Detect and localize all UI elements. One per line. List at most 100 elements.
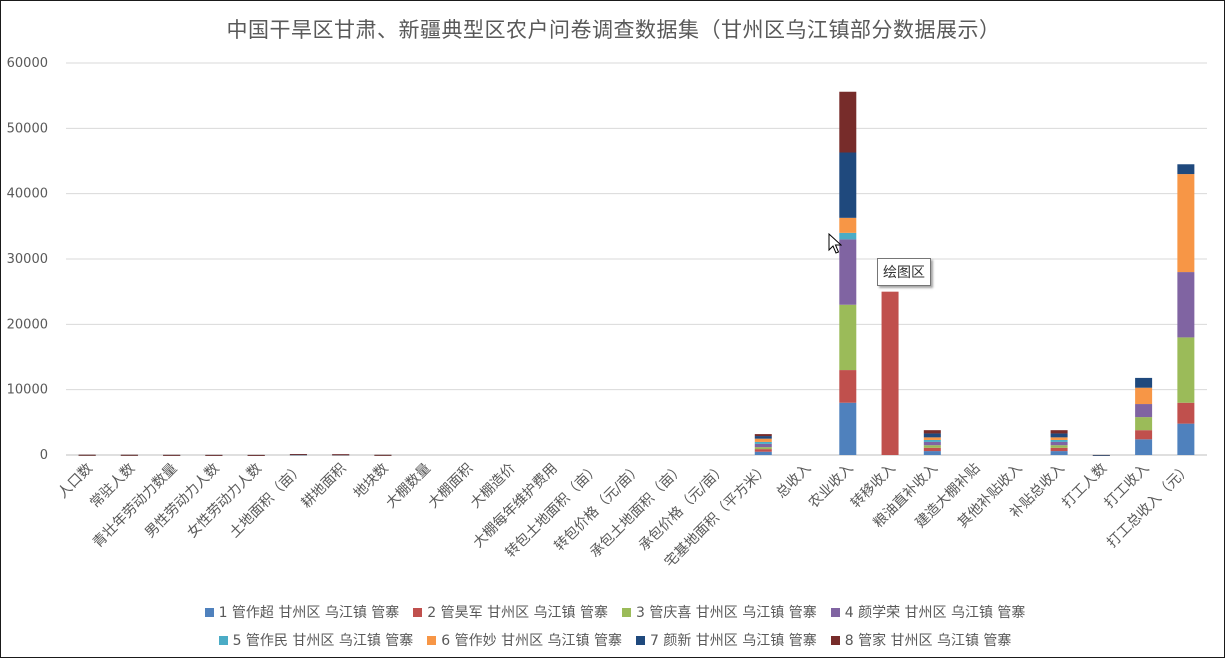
bar-segment[interactable] — [754, 438, 772, 442]
bar-segment[interactable] — [1177, 337, 1195, 403]
bar-segment[interactable] — [1177, 174, 1195, 273]
bar-segment[interactable] — [1177, 423, 1195, 455]
x-category-label: 地块数 — [351, 461, 392, 502]
legend-swatch — [427, 635, 437, 645]
y-tick-label: 40000 — [7, 187, 48, 202]
legend-item[interactable]: 1 管作超 甘州区 乌江镇 管寨 — [204, 602, 400, 622]
bar-segment[interactable] — [839, 304, 857, 371]
legend-label: 7 颜新 甘州区 乌江镇 管寨 — [650, 633, 817, 649]
legend-swatch — [830, 607, 840, 617]
legend-label: 4 颜学荣 甘州区 乌江镇 管寨 — [844, 605, 1026, 621]
legend-swatch — [204, 607, 214, 617]
bar-segment[interactable] — [120, 454, 138, 456]
x-category-label: 女性劳动力人数 — [184, 460, 265, 541]
bar-segment[interactable] — [923, 433, 941, 438]
bar-segment[interactable] — [923, 445, 941, 448]
legend-item[interactable]: 7 颜新 甘州区 乌江镇 管寨 — [636, 630, 817, 650]
legend-item[interactable]: 2 管昊军 甘州区 乌江镇 管寨 — [413, 602, 608, 622]
bar-segment[interactable] — [754, 436, 772, 439]
bar-segment[interactable] — [1050, 447, 1068, 452]
bar-segment[interactable] — [374, 454, 392, 456]
bar-segment[interactable] — [923, 439, 941, 442]
bar-segment[interactable] — [839, 91, 857, 153]
bar-segment[interactable] — [1050, 433, 1068, 438]
x-axis-labels: 人口数常驻人数青壮年劳动力数量男性劳动力人数女性劳动力人数土地面积（亩）耕地面积… — [55, 460, 1195, 571]
x-category-label: 大棚面积 — [425, 461, 476, 512]
bar-segment[interactable] — [1135, 439, 1153, 455]
legend-swatch — [218, 635, 228, 645]
y-axis-ticks: 0 10000 20000 30000 40000 50000 60000 — [7, 56, 48, 463]
bar-segment[interactable] — [1050, 430, 1068, 434]
legend-label: 5 管作民 甘州区 乌江镇 管寨 — [232, 633, 414, 649]
y-tick-label: 0 — [40, 448, 48, 463]
legend-label: 8 管家 甘州区 乌江镇 管寨 — [844, 633, 1012, 649]
bar-segment[interactable] — [754, 449, 772, 452]
bar-segment[interactable] — [1050, 441, 1068, 446]
legend-row: 5 管作民 甘州区 乌江镇 管寨 6 管作妙 甘州区 乌江镇 管寨 7 颜新 甘州区… — [150, 626, 1080, 654]
legend-label: 1 管作超 甘州区 乌江镇 管寨 — [218, 605, 400, 621]
bar-segment[interactable] — [923, 437, 941, 440]
bar-segment[interactable] — [1135, 417, 1153, 431]
bar-segment[interactable] — [1135, 404, 1153, 418]
bar-segment[interactable] — [1050, 451, 1068, 455]
gridlines — [66, 62, 1207, 456]
bar-segment[interactable] — [78, 454, 96, 456]
bar-segment[interactable] — [1177, 402, 1195, 424]
bar-segment[interactable] — [1135, 387, 1153, 405]
legend-swatch — [622, 607, 631, 617]
legend-swatch — [830, 635, 840, 645]
legend-swatch — [413, 607, 423, 617]
tooltip: 绘图区 — [877, 258, 931, 286]
bar-segment[interactable] — [205, 454, 223, 456]
bar-segment[interactable] — [923, 447, 941, 452]
bar-segment[interactable] — [839, 370, 857, 403]
bar-segment[interactable] — [754, 443, 772, 448]
bar-segment[interactable] — [163, 454, 181, 456]
bar-segment[interactable] — [1177, 272, 1195, 338]
bar-segment[interactable] — [754, 441, 772, 444]
y-tick-label: 30000 — [7, 252, 48, 267]
bar-segment[interactable] — [839, 402, 857, 455]
bar-segment[interactable] — [332, 454, 350, 456]
bar-segment[interactable] — [923, 430, 941, 434]
bar-segment[interactable] — [839, 217, 857, 233]
y-tick-label: 10000 — [7, 383, 48, 398]
legend-swatch — [636, 635, 645, 645]
legend-item[interactable]: 5 管作民 甘州区 乌江镇 管寨 — [218, 630, 414, 650]
legend-item[interactable]: 3 管庆喜 甘州区 乌江镇 管寨 — [622, 602, 817, 622]
bar-segment[interactable] — [1092, 454, 1110, 456]
bar-segment[interactable] — [1050, 439, 1068, 442]
bar-segment[interactable] — [839, 239, 857, 305]
x-category-label: 打工人数 — [1059, 460, 1111, 512]
legend: 1 管作超 甘州区 乌江镇 管寨 2 管昊军 甘州区 乌江镇 管寨 3 管庆喜 甘州… — [150, 598, 1080, 654]
x-category-label: 农业收入 — [806, 461, 857, 512]
legend-item[interactable]: 8 管家 甘州区 乌江镇 管寨 — [830, 630, 1012, 650]
bars — [78, 91, 1195, 456]
x-category-label: 大棚数量 — [383, 461, 434, 512]
y-tick-label: 60000 — [7, 56, 48, 71]
bar-segment[interactable] — [839, 232, 857, 240]
legend-item[interactable]: 6 管作妙 甘州区 乌江镇 管寨 — [427, 630, 622, 650]
y-tick-label: 20000 — [7, 317, 48, 332]
legend-label: 2 管昊军 甘州区 乌江镇 管寨 — [427, 605, 608, 621]
bar-segment[interactable] — [289, 454, 307, 455]
bar-segment[interactable] — [754, 447, 772, 450]
bar-segment[interactable] — [1135, 377, 1153, 388]
legend-item[interactable]: 4 颜学荣 甘州区 乌江镇 管寨 — [830, 602, 1026, 622]
legend-label: 6 管作妙 甘州区 乌江镇 管寨 — [441, 633, 622, 649]
bar-segment[interactable] — [923, 441, 941, 446]
bar-segment[interactable] — [754, 451, 772, 455]
bar-segment[interactable] — [839, 152, 857, 218]
chart-title: 中国干旱区甘肃、新疆典型区农户问卷调查数据集（甘州区乌江镇部分数据展示） — [226, 18, 1001, 42]
bar-segment[interactable] — [754, 434, 772, 437]
bar-segment[interactable] — [1050, 437, 1068, 440]
bar-segment[interactable] — [1050, 445, 1068, 448]
bar-segment[interactable] — [1135, 430, 1153, 440]
bar-segment[interactable] — [881, 291, 899, 455]
legend-label: 3 管庆喜 甘州区 乌江镇 管寨 — [636, 605, 817, 621]
bar-segment[interactable] — [247, 454, 265, 456]
bar-segment[interactable] — [1177, 164, 1195, 175]
bar-segment[interactable] — [923, 451, 941, 455]
